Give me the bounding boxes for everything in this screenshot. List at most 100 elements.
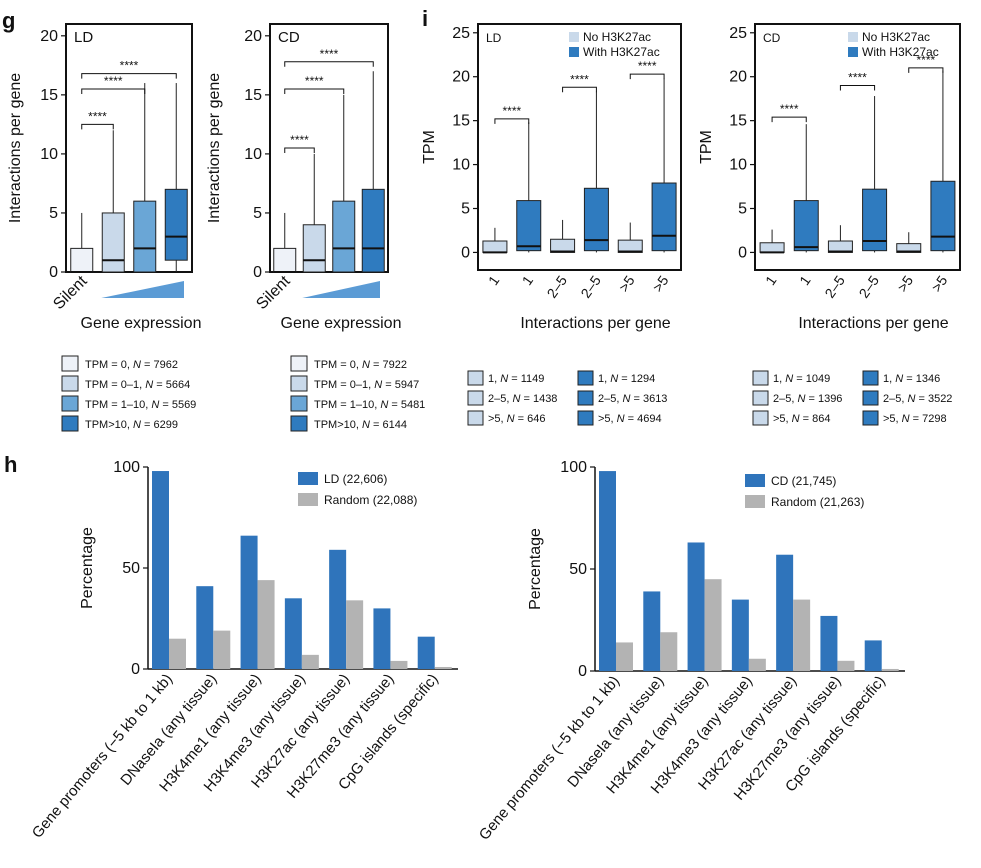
x-tick-label: 2–5 [577, 272, 604, 300]
legend-swatch [61, 375, 79, 392]
y-tick-label: 100 [113, 459, 140, 476]
legend-swatch [862, 390, 879, 406]
bar-random [748, 658, 766, 671]
significance-bracket [81, 73, 177, 79]
series-legend-swatch [848, 32, 858, 42]
bar-random [301, 654, 319, 669]
inset-label: LD [486, 31, 502, 45]
legend-swatch [290, 375, 308, 392]
x-tick-label: >5 [928, 272, 950, 294]
legend-label: >5, N = 646 [488, 413, 546, 425]
legend-swatch [467, 410, 484, 426]
bar-random [346, 600, 364, 669]
x-axis-label: Gene expression [281, 315, 402, 332]
legend-label: TPM = 0–1, N = 5947 [314, 379, 419, 391]
bar-set [687, 542, 705, 671]
significance-label: **** [104, 74, 123, 88]
x-tick-label: 1 [485, 272, 503, 288]
series-legend-label: No H3K27ac [583, 30, 651, 44]
x-tick-label: 2–5 [821, 272, 848, 300]
significance-label: **** [502, 104, 521, 118]
y-tick-label: 15 [40, 87, 58, 104]
x-tick-label: 1 [762, 272, 780, 288]
plot-frame [477, 23, 682, 271]
bar-set [152, 471, 169, 669]
legend-swatch [61, 355, 79, 372]
y-tick-label: 10 [729, 157, 747, 174]
box [930, 180, 956, 252]
bar-set [643, 591, 661, 671]
significance-bracket [81, 88, 146, 94]
series-legend-label: No H3K27ac [862, 30, 930, 44]
box [70, 247, 94, 273]
significance-label: **** [88, 109, 107, 123]
bar-random [660, 632, 678, 671]
x-tick-label: 1 [519, 272, 537, 288]
legend-label: TPM = 0, N = 7962 [85, 359, 178, 371]
bar-set [599, 471, 616, 671]
series-legend-swatch [569, 47, 579, 57]
legend-label: 2–5, N = 1396 [773, 393, 842, 405]
legend-swatch [862, 370, 879, 386]
y-tick-label: 20 [452, 69, 470, 86]
legend-label: LD (22,606) [324, 472, 387, 486]
y-tick-label: 5 [738, 201, 747, 218]
y-tick-label: 5 [49, 205, 58, 222]
y-tick-label: 0 [253, 264, 262, 281]
bar-set [196, 586, 214, 669]
bar-set [329, 549, 347, 669]
bar-random [434, 666, 452, 669]
legend-label: TPM = 1–10, N = 5481 [314, 399, 425, 411]
significance-bracket [494, 118, 530, 124]
x-axis-label: Interactions per gene [520, 315, 670, 332]
x-axis-label: Gene expression [81, 315, 202, 332]
legend-label: 1, N = 1049 [773, 373, 830, 385]
panel-label-h: h [4, 452, 17, 477]
box [793, 200, 819, 252]
y-tick-label: 5 [461, 201, 470, 218]
significance-label: **** [570, 72, 589, 86]
y-tick-label: 50 [122, 560, 140, 577]
bar-set [864, 640, 882, 671]
y-axis-label: Percentage [79, 527, 96, 609]
box [332, 200, 356, 273]
significance-bracket [771, 116, 807, 123]
box [164, 188, 188, 261]
significance-bracket [81, 123, 114, 130]
plot-frame [65, 23, 193, 273]
significance-bracket [284, 147, 315, 153]
legend-swatch [467, 390, 484, 406]
significance-label: **** [305, 74, 324, 88]
y-tick-label: 0 [131, 661, 140, 678]
legend-label: TPM = 1–10, N = 5569 [85, 399, 196, 411]
legend-label: CD (21,745) [771, 474, 836, 488]
series-legend-swatch [848, 47, 858, 57]
x-tick-label: 2–5 [856, 272, 883, 300]
bar-set [373, 608, 391, 669]
legend-label: TPM>10, N = 6299 [85, 419, 178, 431]
bar-random [704, 579, 722, 671]
bar-random [169, 638, 186, 669]
x-axis-label: Interactions per gene [798, 315, 948, 332]
legend-label: 1, N = 1294 [598, 373, 655, 385]
legend-label: Random (22,088) [324, 493, 417, 507]
panel-label-g: g [2, 8, 15, 33]
box [550, 238, 576, 253]
x-tick-label: >5 [615, 272, 637, 294]
bar-random [390, 660, 408, 669]
x-tick-label: 2–5 [544, 272, 571, 300]
y-axis-label: Percentage [527, 528, 544, 610]
significance-label: **** [320, 47, 339, 61]
legend-label: 1, N = 1346 [883, 373, 940, 385]
legend-swatch [290, 395, 308, 412]
significance-label: **** [638, 59, 657, 73]
legend-swatch [745, 474, 765, 487]
box [273, 247, 297, 273]
bar-set [240, 535, 258, 669]
y-tick-label: 20 [244, 28, 262, 45]
y-tick-label: 0 [738, 244, 747, 261]
significance-bracket [908, 67, 944, 73]
y-tick-label: 10 [40, 146, 58, 163]
expression-ramp [302, 281, 380, 298]
x-tick-label: >5 [649, 272, 671, 294]
